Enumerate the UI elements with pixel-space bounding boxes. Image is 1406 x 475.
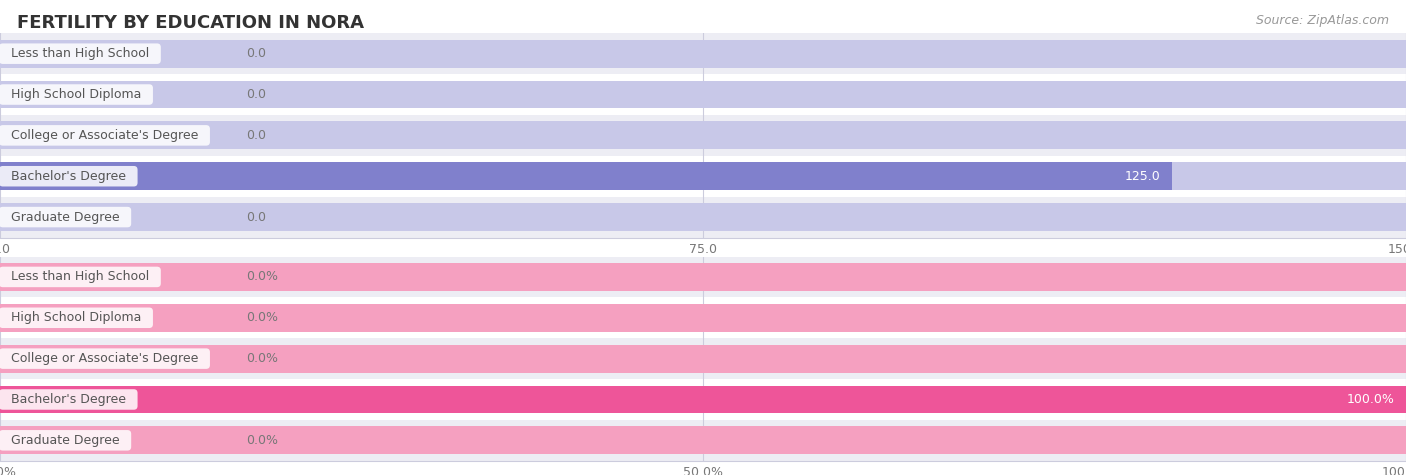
Bar bbox=[0, 256, 1406, 297]
Bar bbox=[0, 197, 1406, 238]
Bar bbox=[0, 40, 1406, 67]
Bar bbox=[0, 156, 1406, 197]
Bar bbox=[0, 203, 1406, 231]
Bar bbox=[0, 386, 1406, 413]
Text: 125.0: 125.0 bbox=[1125, 170, 1160, 183]
Bar bbox=[0, 304, 1406, 332]
Bar bbox=[0, 420, 1406, 461]
Text: Graduate Degree: Graduate Degree bbox=[3, 210, 128, 224]
Text: 0.0%: 0.0% bbox=[246, 434, 278, 447]
Text: 0.0%: 0.0% bbox=[246, 352, 278, 365]
Bar bbox=[0, 338, 1406, 379]
Text: College or Associate's Degree: College or Associate's Degree bbox=[3, 352, 207, 365]
Text: 0.0%: 0.0% bbox=[246, 270, 278, 284]
Bar bbox=[0, 427, 1406, 454]
Text: 0.0: 0.0 bbox=[246, 210, 266, 224]
Text: 100.0%: 100.0% bbox=[1347, 393, 1395, 406]
Bar bbox=[0, 379, 1406, 420]
Text: Less than High School: Less than High School bbox=[3, 47, 157, 60]
Bar bbox=[0, 263, 1406, 291]
Text: College or Associate's Degree: College or Associate's Degree bbox=[3, 129, 207, 142]
Bar bbox=[0, 122, 1406, 149]
Text: Bachelor's Degree: Bachelor's Degree bbox=[3, 170, 134, 183]
Text: High School Diploma: High School Diploma bbox=[3, 88, 149, 101]
Text: Graduate Degree: Graduate Degree bbox=[3, 434, 128, 447]
Text: Bachelor's Degree: Bachelor's Degree bbox=[3, 393, 134, 406]
Bar bbox=[0, 297, 1406, 338]
Text: Source: ZipAtlas.com: Source: ZipAtlas.com bbox=[1256, 14, 1389, 27]
Bar bbox=[0, 33, 1406, 74]
Bar bbox=[0, 386, 1406, 413]
Text: Less than High School: Less than High School bbox=[3, 270, 157, 284]
Text: 0.0: 0.0 bbox=[246, 47, 266, 60]
Bar bbox=[0, 74, 1406, 115]
Bar bbox=[0, 81, 1406, 108]
Text: FERTILITY BY EDUCATION IN NORA: FERTILITY BY EDUCATION IN NORA bbox=[17, 14, 364, 32]
Text: High School Diploma: High School Diploma bbox=[3, 311, 149, 324]
Bar bbox=[0, 162, 1406, 190]
Bar bbox=[0, 162, 1171, 190]
Text: 0.0: 0.0 bbox=[246, 129, 266, 142]
Text: 0.0%: 0.0% bbox=[246, 311, 278, 324]
Text: 0.0: 0.0 bbox=[246, 88, 266, 101]
Bar bbox=[0, 345, 1406, 372]
Bar bbox=[0, 115, 1406, 156]
